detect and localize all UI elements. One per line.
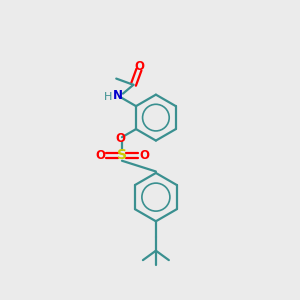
Text: N: N — [113, 88, 123, 102]
Text: S: S — [117, 148, 127, 162]
Text: O: O — [116, 132, 125, 145]
Text: O: O — [139, 149, 149, 162]
Text: O: O — [95, 149, 105, 162]
Text: H: H — [104, 92, 112, 102]
Text: O: O — [134, 60, 145, 73]
